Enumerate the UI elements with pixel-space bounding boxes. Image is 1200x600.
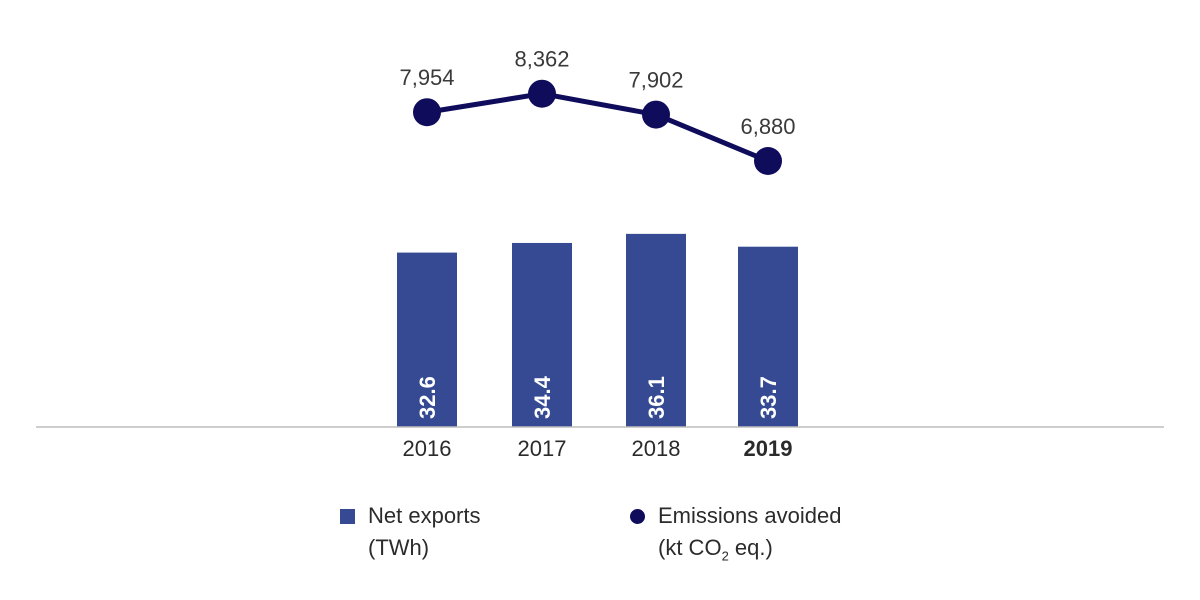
legend-label-emissions-line1: Emissions avoided	[658, 503, 842, 528]
emissions-label-2018: 7,902	[628, 68, 683, 93]
bar-2018	[626, 233, 686, 427]
x-tick-label-2019: 2019	[744, 436, 793, 461]
emissions-point-2017	[528, 79, 556, 108]
emissions-line	[426, 91, 769, 164]
bar-2017	[512, 242, 572, 427]
legend-label-net-exports-line2: (TWh)	[368, 535, 430, 560]
bar-2016	[397, 252, 457, 427]
bar-label-2016: 32.6	[415, 376, 440, 419]
legend-label-emissions-line2: (kt CO2 eq.)	[658, 535, 773, 564]
emissions-point-2016	[413, 98, 441, 127]
legend-swatch-net-exports	[340, 509, 355, 524]
legend-item-emissions-avoided: Emissions avoided (kt CO2 eq.)	[630, 500, 841, 572]
bar-label-2018: 36.1	[644, 376, 669, 419]
x-axis-ticks: 2016 2017 2018 2019	[403, 436, 793, 461]
emissions-point-2019	[754, 147, 782, 175]
bars-group: 32.6 34.4 36.1 33.7	[397, 233, 798, 427]
bar-label-2017: 34.4	[530, 375, 555, 419]
emissions-point-2018	[642, 100, 670, 129]
x-tick-label-2018: 2018	[632, 436, 681, 461]
emissions-line-group: 7,954 8,362 7,902 6,880	[399, 47, 796, 175]
emissions-label-2019: 6,880	[740, 114, 795, 139]
legend-label-net-exports-line1: Net exports	[368, 503, 481, 528]
legend-swatch-emissions-avoided	[630, 509, 645, 524]
x-tick-label-2017: 2017	[518, 436, 567, 461]
x-tick-label-2016: 2016	[403, 436, 452, 461]
legend-item-net-exports: Net exports (TWh)	[340, 500, 481, 564]
emissions-label-2016: 7,954	[399, 65, 454, 90]
bar-label-2019: 33.7	[756, 376, 781, 419]
emissions-label-2017: 8,362	[514, 47, 569, 72]
bar-2019	[738, 246, 798, 427]
